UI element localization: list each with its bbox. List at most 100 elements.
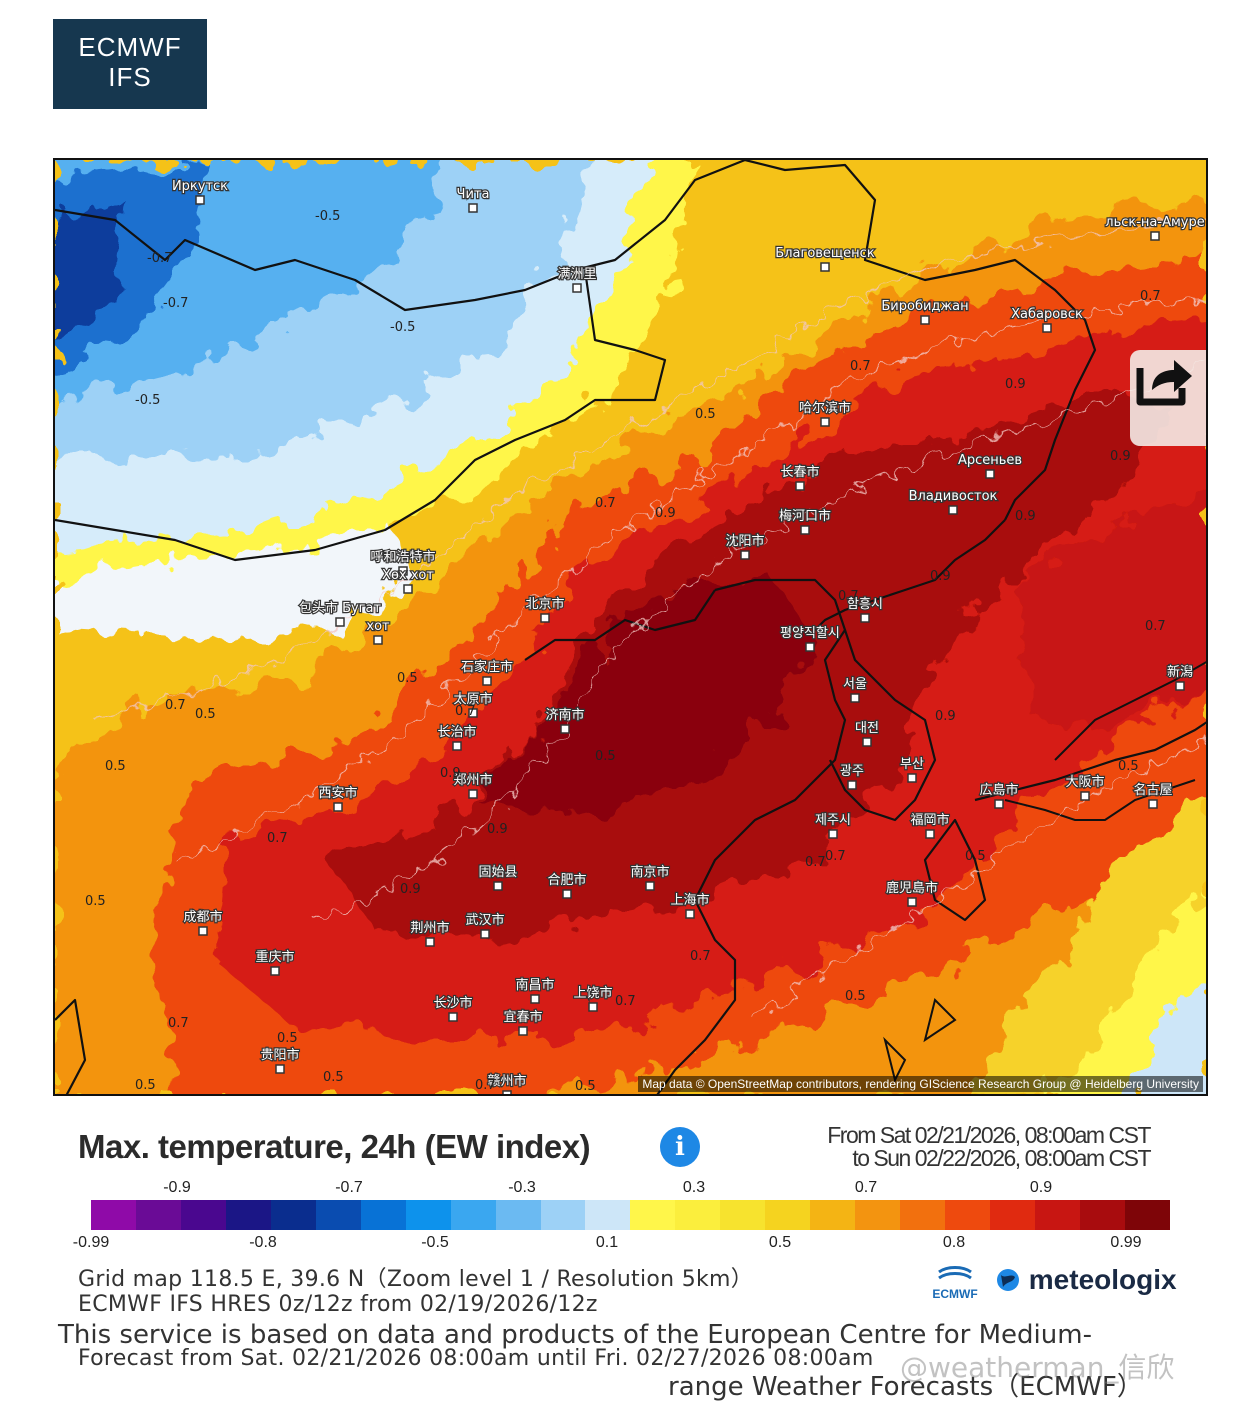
- city-label: Чита: [457, 187, 490, 202]
- period-to: to Sun 02/22/2026, 08:00am CST: [852, 1145, 1151, 1171]
- city-dot: [645, 881, 655, 891]
- city-marker: 重庆市: [254, 948, 296, 976]
- city-label: Иркутск: [172, 179, 228, 194]
- forecast-period: From Sat 02/21/2026, 08:00am CST to Sun …: [827, 1122, 1151, 1171]
- city-label: 평양직할시: [780, 626, 840, 641]
- city-label: Арсеньев: [958, 453, 1022, 468]
- city-dot: [572, 283, 582, 293]
- info-icon[interactable]: i: [660, 1127, 700, 1167]
- city-label: 固始县: [478, 865, 517, 880]
- city-marker: 贵阳市: [259, 1046, 301, 1074]
- city-label: 名古屋: [1133, 782, 1172, 798]
- scale-swatch: [990, 1200, 1036, 1230]
- city-dot: [502, 1090, 512, 1094]
- city-label: 鹿児島市: [886, 880, 938, 896]
- scale-tick-top: 0.7: [854, 1179, 878, 1196]
- color-scale: [91, 1200, 1170, 1230]
- meteologix-logo: meteologix: [995, 1264, 1177, 1296]
- isoline-label: 0.7: [1140, 289, 1161, 304]
- city-label: 함흥시: [847, 597, 883, 612]
- city-dot: [333, 802, 343, 812]
- scale-swatch: [585, 1200, 631, 1230]
- city-marker: 长沙市: [432, 994, 474, 1022]
- isoline-label: -0.7: [147, 251, 172, 266]
- city-marker: Хабаровск: [1010, 306, 1084, 333]
- ecmwf-ifs-logo: ECMWF IFS: [53, 19, 207, 109]
- isoline-label: 0.7: [805, 855, 826, 870]
- city-marker: 包头市 Бугат: [298, 599, 383, 627]
- city-dot: [740, 550, 750, 560]
- scale-swatch: [900, 1200, 946, 1230]
- city-marker: 梅河口市: [778, 507, 832, 535]
- city-marker: 宜春市: [502, 1008, 544, 1036]
- scale-swatch: [450, 1200, 496, 1230]
- isoline-label: 0.5: [85, 894, 106, 909]
- city-dot: [530, 994, 540, 1004]
- scale-swatch: [855, 1200, 901, 1230]
- scale-tick-top: 0.3: [682, 1179, 706, 1196]
- city-label: 上饶市: [573, 985, 612, 1001]
- city-label: 荆州市: [410, 920, 449, 936]
- city-marker: 武汉市: [464, 911, 506, 939]
- city-dot: [795, 481, 805, 491]
- city-dot: [1042, 323, 1052, 333]
- city-marker: 上饶市: [572, 984, 614, 1012]
- scale-tick-bottom: 0.99: [1110, 1234, 1142, 1251]
- city-marker: Владивосток: [907, 488, 999, 515]
- ecmwf-small-logo: ECMWF: [924, 1266, 986, 1301]
- scale-swatch: [765, 1200, 811, 1230]
- isoline-label: 0.9: [1015, 509, 1036, 524]
- scale-swatch: [405, 1200, 451, 1230]
- city-marker: 荆州市: [409, 919, 451, 947]
- city-label: 北京市: [525, 596, 564, 612]
- city-marker: 名古屋: [1132, 781, 1174, 809]
- map-attribution: Map data © OpenStreetMap contributors, r…: [638, 1076, 1203, 1092]
- city-label: 长沙市: [433, 995, 472, 1011]
- scale-tick-bottom: 0.8: [942, 1234, 966, 1251]
- city-marker: Чита: [455, 186, 491, 213]
- isoline-label: 0.9: [935, 709, 956, 724]
- city-marker: 南京市: [629, 863, 671, 891]
- legend-title: Max. temperature, 24h (EW index): [78, 1128, 591, 1165]
- city-dot: [925, 829, 935, 839]
- share-button[interactable]: [1130, 350, 1206, 446]
- forecast-map[interactable]: Иркутск Чита 满洲里 Благовещенск Биробиджан Хаба…: [53, 158, 1208, 1096]
- city-label: Биробиджан: [881, 299, 968, 314]
- ecmwf-small-text: ECMWF: [932, 1287, 978, 1301]
- city-dot: [850, 693, 860, 703]
- city-dot: [1148, 799, 1158, 809]
- city-dot: [275, 1064, 285, 1074]
- isoline-label: -0.7: [163, 296, 188, 311]
- city-dot: [468, 203, 478, 213]
- city-marker: 成都市: [182, 908, 224, 936]
- city-label: 石家庄市: [461, 659, 513, 675]
- city-label: 부산: [900, 757, 924, 772]
- city-dot: [907, 773, 917, 783]
- isoline-label: 0.7: [455, 704, 476, 719]
- isoline-label: 0.7: [595, 496, 616, 511]
- city-marker: 新潟: [1166, 663, 1194, 691]
- city-label: 重庆市: [255, 949, 294, 965]
- city-marker: 제주시: [814, 812, 852, 839]
- city-label: 赣州市: [487, 1073, 526, 1089]
- city-marker: 呼和浩特市: [369, 548, 437, 576]
- city-dot: [994, 799, 1004, 809]
- city-label: 南京市: [630, 864, 669, 880]
- scale-tick-top: 0.9: [1029, 1179, 1053, 1196]
- period-from: From Sat 02/21/2026, 08:00am CST: [827, 1122, 1151, 1148]
- city-dot: [468, 789, 478, 799]
- city-dot: [820, 262, 830, 272]
- meteologix-text: meteologix: [1028, 1264, 1177, 1295]
- city-marker: льск-на-Амуре: [1104, 214, 1206, 241]
- city-label: 沈阳市: [725, 533, 764, 549]
- isoline-label: 0.5: [105, 759, 126, 774]
- city-label: 서울: [843, 677, 867, 692]
- city-dot: [425, 937, 435, 947]
- city-dot: [1150, 231, 1160, 241]
- city-marker: 평양직할시: [779, 625, 841, 652]
- city-dot: [468, 708, 478, 718]
- city-label: 西安市: [318, 785, 357, 801]
- city-dot: [270, 966, 280, 976]
- scale-tick-bottom: -0.99: [72, 1234, 110, 1251]
- city-label: 제주시: [815, 813, 851, 828]
